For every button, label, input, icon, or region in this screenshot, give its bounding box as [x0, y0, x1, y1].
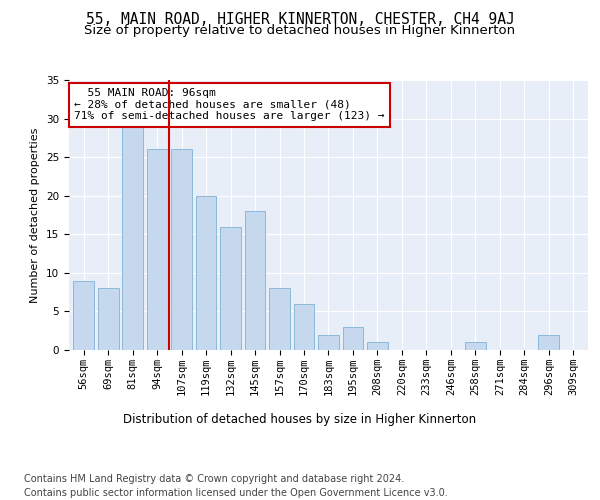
Bar: [318, 334, 339, 350]
Bar: [367, 342, 388, 350]
Bar: [293, 304, 314, 350]
Text: Distribution of detached houses by size in Higher Kinnerton: Distribution of detached houses by size …: [124, 412, 476, 426]
Bar: [220, 226, 241, 350]
Bar: [147, 150, 167, 350]
Bar: [465, 342, 486, 350]
Bar: [343, 327, 364, 350]
Bar: [538, 334, 559, 350]
Bar: [196, 196, 217, 350]
Text: Size of property relative to detached houses in Higher Kinnerton: Size of property relative to detached ho…: [85, 24, 515, 37]
Bar: [98, 288, 119, 350]
Bar: [73, 280, 94, 350]
Bar: [122, 126, 143, 350]
Text: Contains HM Land Registry data © Crown copyright and database right 2024.
Contai: Contains HM Land Registry data © Crown c…: [24, 474, 448, 498]
Bar: [171, 150, 192, 350]
Bar: [269, 288, 290, 350]
Text: 55, MAIN ROAD, HIGHER KINNERTON, CHESTER, CH4 9AJ: 55, MAIN ROAD, HIGHER KINNERTON, CHESTER…: [86, 12, 514, 28]
Y-axis label: Number of detached properties: Number of detached properties: [31, 128, 40, 302]
Bar: [245, 211, 265, 350]
Text: 55 MAIN ROAD: 96sqm
← 28% of detached houses are smaller (48)
71% of semi-detach: 55 MAIN ROAD: 96sqm ← 28% of detached ho…: [74, 88, 385, 122]
